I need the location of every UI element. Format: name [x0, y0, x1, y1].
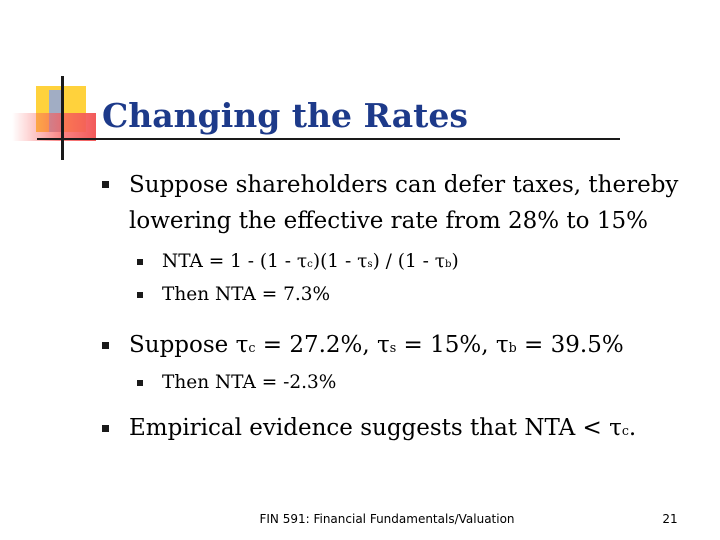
- tau-symbol: τ: [434, 251, 446, 272]
- text-segment: )(1 -: [312, 251, 358, 272]
- text-segment: Suppose: [129, 332, 236, 358]
- subscript-c: c: [248, 340, 256, 355]
- bullet-square-icon: [137, 380, 143, 386]
- tau-symbol: τ: [357, 251, 368, 272]
- subscript-s: s: [367, 259, 373, 270]
- title-decoration-red-bar: [12, 113, 96, 141]
- text-segment: = 15%,: [396, 332, 496, 358]
- text-segment: ) / (1 -: [372, 251, 435, 272]
- bullet-square-icon: [102, 425, 109, 432]
- text-segment: = 27.2%,: [255, 332, 378, 358]
- bullet-square-icon: [102, 181, 109, 188]
- bullet-2: Suppose τc = 27.2%, τs = 15%, τb = 39.5%: [129, 327, 624, 366]
- bullet-2-sub-1: Then NTA = -2.3%: [162, 372, 337, 393]
- bullet-1-line-2: lowering the effective rate from 28% to …: [129, 208, 648, 234]
- subscript-b: b: [445, 259, 452, 270]
- page-number: 21: [662, 512, 678, 526]
- slide-title: Changing the Rates: [102, 96, 468, 135]
- text-segment: = 39.5%: [516, 332, 624, 358]
- bullet-square-icon: [137, 292, 143, 298]
- tau-symbol: τ: [495, 332, 509, 358]
- title-underline: [37, 138, 620, 140]
- bullet-1-sub-2: Then NTA = 7.3%: [162, 284, 331, 305]
- bullet-square-icon: [137, 259, 143, 265]
- slide-footer: FIN 591: Financial Fundamentals/Valuatio…: [259, 512, 515, 526]
- tau-symbol: τ: [296, 251, 308, 272]
- subscript-c: c: [307, 259, 313, 270]
- bullet-square-icon: [102, 342, 109, 349]
- title-decoration-vertical-line: [61, 76, 64, 160]
- text-segment: .: [628, 415, 637, 441]
- text-segment: NTA = 1 - (1 -: [162, 251, 297, 272]
- tau-symbol: τ: [377, 332, 390, 358]
- subscript-b: b: [508, 340, 517, 355]
- subscript-c: c: [621, 423, 629, 438]
- bullet-1-line-1: Suppose shareholders can defer taxes, th…: [129, 172, 679, 198]
- tau-symbol: τ: [235, 332, 249, 358]
- subscript-s: s: [389, 340, 397, 355]
- text-segment: ): [451, 251, 459, 272]
- bullet-1-sub-1: NTA = 1 - (1 - τc)(1 - τs) / (1 - τb): [162, 249, 459, 278]
- tau-symbol: τ: [609, 415, 622, 441]
- text-segment: Empirical evidence suggests that NTA <: [129, 415, 610, 441]
- bullet-3: Empirical evidence suggests that NTA < τ…: [129, 410, 636, 449]
